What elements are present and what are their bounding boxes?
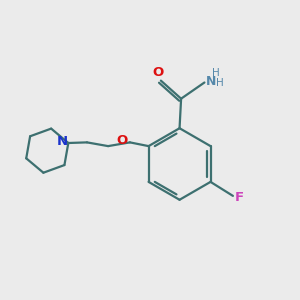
Text: F: F (235, 190, 244, 204)
Text: N: N (56, 135, 68, 148)
Text: O: O (152, 66, 164, 79)
Text: H: H (212, 68, 220, 78)
Text: O: O (116, 134, 128, 147)
Text: H: H (216, 78, 224, 88)
Text: N: N (206, 75, 216, 88)
